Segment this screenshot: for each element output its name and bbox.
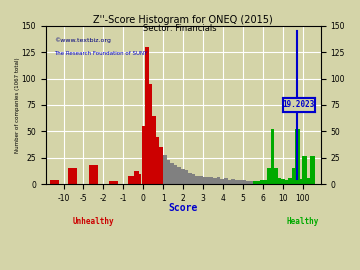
Bar <box>206 177 210 184</box>
Bar <box>213 178 217 184</box>
Text: Sector: Financials: Sector: Financials <box>143 24 217 33</box>
Bar <box>50 180 59 184</box>
Title: Z''-Score Histogram for ONEQ (2015): Z''-Score Histogram for ONEQ (2015) <box>93 15 273 25</box>
Bar <box>231 179 235 184</box>
Bar <box>288 178 292 184</box>
Bar <box>203 177 206 184</box>
Bar <box>195 176 199 184</box>
Text: The Research Foundation of SUNY: The Research Foundation of SUNY <box>54 51 147 56</box>
Bar <box>281 179 285 184</box>
Bar <box>170 163 174 184</box>
Bar <box>152 116 156 184</box>
Bar <box>210 177 213 184</box>
Bar <box>159 147 163 184</box>
Bar <box>274 168 278 184</box>
Bar <box>89 165 98 184</box>
Bar <box>192 174 195 184</box>
Bar <box>141 126 145 184</box>
Bar <box>163 154 167 184</box>
Bar <box>256 181 260 184</box>
Bar <box>238 180 242 184</box>
Bar <box>188 173 192 184</box>
FancyBboxPatch shape <box>283 97 315 112</box>
Bar <box>199 176 203 184</box>
Bar <box>145 47 149 184</box>
Bar <box>235 180 238 184</box>
Bar <box>249 181 253 184</box>
Text: Healthy: Healthy <box>287 217 319 226</box>
Bar <box>246 181 249 184</box>
Bar <box>260 180 264 184</box>
Bar <box>138 174 141 184</box>
Bar <box>299 179 303 184</box>
Bar <box>302 156 307 184</box>
Bar <box>271 129 274 184</box>
Bar <box>181 169 185 184</box>
Bar <box>278 178 282 184</box>
Bar <box>264 180 267 184</box>
Bar <box>217 177 220 184</box>
Bar <box>228 180 231 184</box>
Bar <box>109 181 118 184</box>
Bar <box>167 160 170 184</box>
Bar <box>134 171 139 184</box>
Text: ©www.textbiz.org: ©www.textbiz.org <box>54 37 111 42</box>
Bar <box>310 156 315 184</box>
Bar <box>128 176 135 184</box>
Bar <box>185 170 188 184</box>
Bar <box>242 180 246 184</box>
X-axis label: Score: Score <box>168 203 198 213</box>
Bar <box>292 168 296 184</box>
Bar <box>285 180 288 184</box>
Bar <box>177 167 181 184</box>
Bar <box>307 178 311 184</box>
Bar <box>253 181 256 184</box>
Text: Unhealthy: Unhealthy <box>73 217 114 226</box>
Bar <box>267 168 271 184</box>
Bar <box>174 165 177 184</box>
Bar <box>156 137 159 184</box>
Bar <box>68 168 77 184</box>
Bar <box>149 84 152 184</box>
Bar <box>295 129 300 184</box>
Bar <box>220 179 224 184</box>
Y-axis label: Number of companies (1067 total): Number of companies (1067 total) <box>15 57 20 153</box>
Bar <box>224 178 228 184</box>
Text: 19.2023: 19.2023 <box>283 100 315 109</box>
